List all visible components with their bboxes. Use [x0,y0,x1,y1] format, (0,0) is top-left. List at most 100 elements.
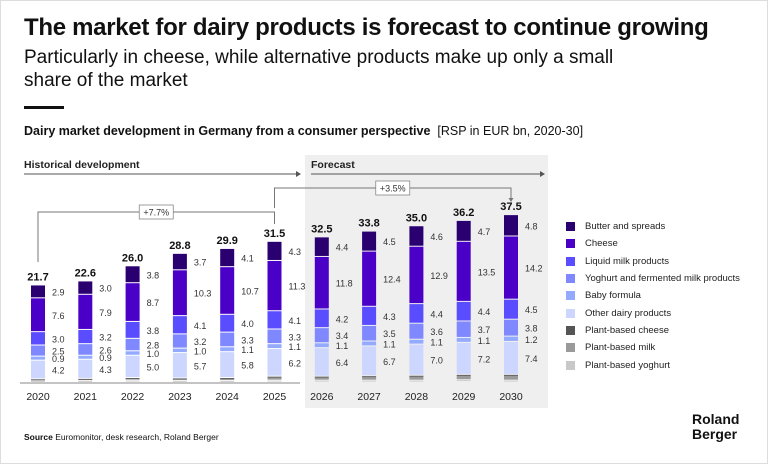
bar-segment [125,378,140,380]
bar-segment [220,314,235,332]
source-note: Source Euromonitor, desk research, Rolan… [24,432,219,442]
legend-label: Butter and spreads [585,221,666,233]
data-label: 3.0 [99,284,112,294]
data-label: 1.1 [289,342,302,352]
bar-segment [314,328,329,343]
data-label: 6.4 [336,358,349,368]
bar-segment [267,376,282,378]
data-label: 3.7 [194,258,207,268]
legend-swatch [566,308,575,318]
arrow-head-icon [296,171,301,177]
data-label: 1.1 [383,339,396,349]
legend-label: Cheese [585,238,618,250]
data-label: 2.8 [147,341,160,351]
total-label: 26.0 [122,252,143,264]
bar-segment [267,311,282,329]
title-divider [24,106,64,109]
bar-segment [456,220,471,241]
legend-item: Plant-based yoghurt [566,356,740,373]
data-label: 3.3 [241,335,254,345]
bar-segment [409,226,424,246]
bar-segment [409,376,424,380]
legend-label: Yoghurt and fermented milk products [585,273,740,285]
legend-swatch [566,239,575,249]
legend-label: Baby formula [585,290,641,302]
data-label: 14.2 [525,264,543,274]
data-label: 6.7 [383,357,396,367]
legend-label: Plant-based cheese [585,324,669,336]
data-label: 13.5 [478,267,496,277]
data-label: 4.3 [383,312,396,322]
total-label: 35.0 [406,212,427,224]
data-label: 4.5 [383,237,396,247]
data-label: 6.2 [289,358,302,368]
bar-segment [456,380,471,382]
bar-segment [456,337,471,342]
legend-swatch [566,360,575,370]
total-label: 31.5 [264,228,285,240]
bar-segment [314,343,329,348]
bar-segment [362,341,377,346]
data-label: 4.3 [289,247,302,257]
legend-swatch [566,222,575,232]
bar-segment [504,375,518,380]
bar-segment [504,380,518,382]
chart-title: Dairy market development in Germany from… [24,124,583,138]
bar-segment [267,344,282,349]
legend-item: Liquid milk products [566,253,740,270]
bar-segment [78,294,93,329]
data-label: 4.4 [336,243,349,253]
source-text: Euromonitor, desk research, Roland Berge… [52,432,219,442]
data-label: 3.5 [383,329,396,339]
data-label: 4.5 [525,305,538,315]
bar-segment [267,241,282,260]
bar-segment [504,374,518,376]
source-label: Source [24,432,53,442]
bar-segment [125,355,140,377]
data-label: 1.0 [194,346,207,356]
bar-segment [220,347,235,352]
chart-legend: Butter and spreads Cheese Liquid milk prod… [566,218,740,374]
bar-segment [31,285,45,298]
data-label: 3.2 [194,337,207,347]
total-label: 32.5 [311,223,332,235]
x-tick-label: 2021 [74,391,98,403]
bar-segment [362,376,377,378]
bar-segment [267,329,282,344]
page-title: The market for dairy products is forecas… [24,14,709,41]
legend-label: Liquid milk products [585,255,669,267]
chart-title-main: Dairy market development in Germany from… [24,124,431,138]
total-label: 37.5 [500,201,521,213]
bar-segment [362,231,377,251]
bar-segment [314,237,329,256]
bar-segment [220,352,235,377]
arrow-down-icon [508,198,514,202]
bar-segment [125,321,140,338]
roland-berger-logo: Roland Berger [692,412,739,442]
x-tick-label: 2030 [499,391,523,403]
bar-segment [409,304,424,323]
page-subtitle: Particularly in cheese, while alternativ… [24,47,614,91]
x-tick-label: 2027 [357,391,381,403]
legend-swatch [566,325,575,335]
bar-segment [125,283,140,321]
cagr-bracket [37,211,275,262]
bar-segment [78,378,93,380]
data-label: 3.4 [336,331,349,341]
bar-segment [362,325,377,341]
legend-item: Plant-based milk [566,339,740,356]
bar-segment [125,266,140,283]
data-label: 3.8 [525,324,538,334]
data-label: 4.1 [194,321,207,331]
bar-segment [78,281,93,294]
bar-segment [409,380,424,382]
x-tick-label: 2024 [216,391,240,403]
bar-segment [220,381,235,382]
data-label: 4.4 [430,309,443,319]
data-label: 1.1 [478,336,491,346]
bar-segment [314,256,329,309]
data-label: 7.0 [430,356,443,366]
data-label: 4.8 [525,221,538,231]
data-label: 0.9 [52,354,65,364]
